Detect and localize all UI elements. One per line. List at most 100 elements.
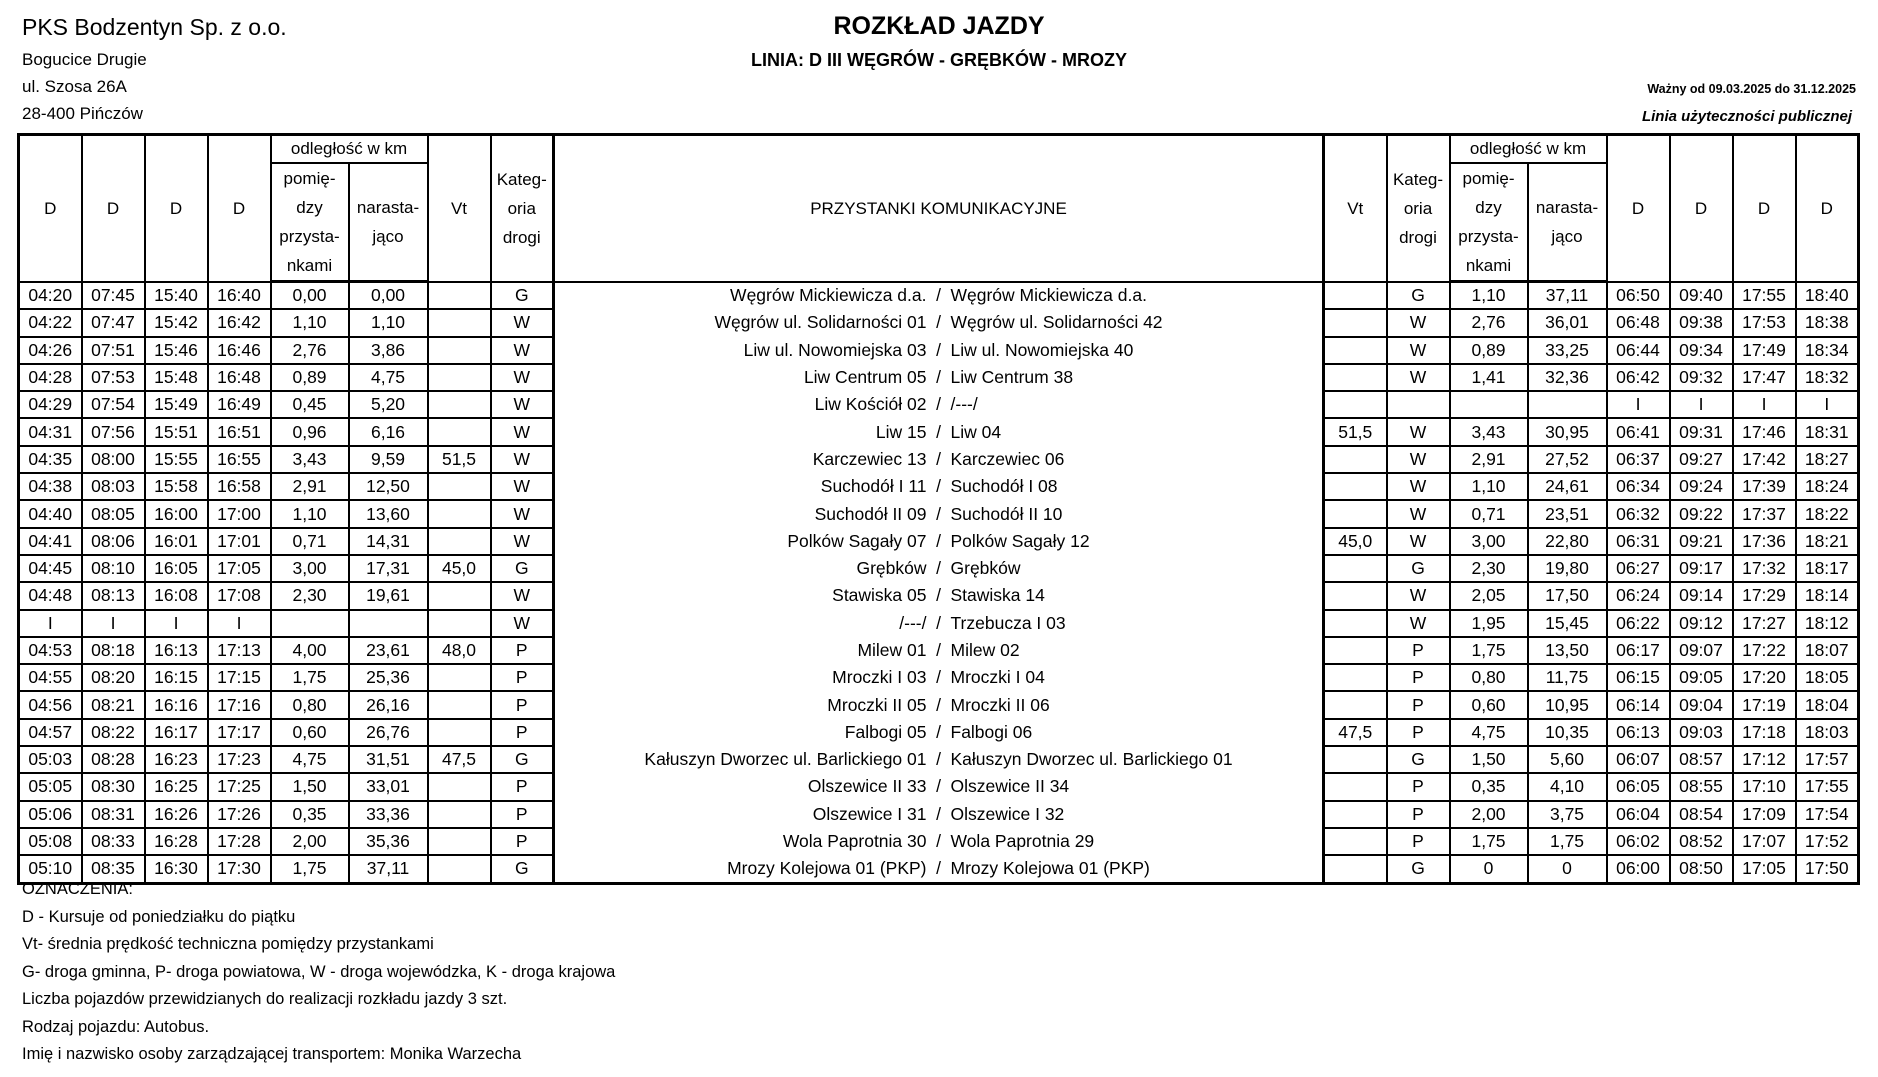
distance-cumulative: 26,16 xyxy=(347,690,429,720)
distance-cumulative: 12,50 xyxy=(347,472,429,502)
road-category: W xyxy=(489,308,555,338)
legend-heading: OZNACZENIA: xyxy=(22,880,133,898)
road-category: W xyxy=(489,472,555,502)
distance-between: 4,75 xyxy=(1448,717,1529,748)
avg-speed xyxy=(1322,826,1388,857)
departure-time: 04:40 xyxy=(17,499,83,529)
return-time: 09:27 xyxy=(1668,444,1734,475)
departure-time: 17:17 xyxy=(206,717,272,748)
distance-cumulative: 0,00 xyxy=(347,280,429,311)
avg-speed: 45,0 xyxy=(426,553,492,584)
departure-time: 04:57 xyxy=(17,717,83,748)
table-row: 04:45 08:10 16:05 17:05 3,00 17,31 45,0 G Grębkó… xyxy=(17,553,1860,584)
table-row: 04:57 08:22 16:17 17:17 0,60 26,76 P Falbogi 05… xyxy=(17,717,1860,748)
distance-cumulative: 33,25 xyxy=(1526,335,1608,365)
return-time: 18:07 xyxy=(1794,635,1860,666)
departure-time: 04:22 xyxy=(17,308,83,338)
road-category: W xyxy=(1385,417,1451,447)
stop-outbound: Mrozy Kolejowa 01 (PKP) xyxy=(727,857,927,878)
stop-name-cell: Suchodół II 09 / Suchodół II 10 xyxy=(552,500,1325,528)
distance-cumulative: 23,61 xyxy=(347,635,429,666)
stop-return: Polków Sagały 12 xyxy=(950,530,1090,551)
return-time: 06:31 xyxy=(1605,526,1671,556)
distance-cumulative: 10,35 xyxy=(1526,717,1608,748)
departure-time: 04:28 xyxy=(17,362,83,393)
stop-return: Liw 04 xyxy=(950,421,1002,442)
road-category: P xyxy=(489,635,555,666)
return-time: 17:50 xyxy=(1794,854,1860,885)
return-time: I xyxy=(1731,390,1797,420)
departure-time: 15:55 xyxy=(143,444,209,475)
return-time: 06:27 xyxy=(1605,553,1671,584)
return-time: 06:22 xyxy=(1605,608,1671,638)
return-time: 17:53 xyxy=(1731,308,1797,338)
avg-speed: 45,0 xyxy=(1322,526,1388,556)
return-time: 08:52 xyxy=(1668,826,1734,857)
stop-outbound: Milew 01 xyxy=(857,640,927,660)
return-time: 06:00 xyxy=(1605,854,1671,885)
stop-separator: / xyxy=(936,776,941,797)
avg-speed: 48,0 xyxy=(426,635,492,666)
road-category: W xyxy=(489,608,555,638)
distance-cumulative: 35,36 xyxy=(347,826,429,857)
avg-speed xyxy=(1322,390,1388,420)
road-category: G xyxy=(1385,553,1451,584)
return-time: 06:14 xyxy=(1605,690,1671,720)
distance-between: 1,50 xyxy=(1448,745,1529,775)
stop-name-cell: Stawiska 05 / Stawiska 14 xyxy=(552,582,1325,610)
departure-time: 16:51 xyxy=(206,417,272,447)
return-time: 09:34 xyxy=(1668,335,1734,365)
distance-between: 0,80 xyxy=(269,690,350,720)
return-time: 17:42 xyxy=(1731,444,1797,475)
stop-return: Mrozy Kolejowa 01 (PKP) xyxy=(950,857,1150,878)
departure-time: 16:17 xyxy=(143,717,209,748)
distance-between: 1,75 xyxy=(269,663,350,693)
departure-time: 08:05 xyxy=(80,499,146,529)
stop-separator: / xyxy=(936,667,941,688)
avg-speed xyxy=(426,826,492,857)
departure-time: 17:13 xyxy=(206,635,272,666)
departure-time: 15:40 xyxy=(143,280,209,311)
distance-between: 0,96 xyxy=(269,417,350,447)
address-line: Bogucice Drugie xyxy=(22,50,147,69)
road-category: P xyxy=(1385,772,1451,802)
col-distance-cumulative: narasta-jąco xyxy=(347,162,429,283)
distance-between: 2,00 xyxy=(269,826,350,857)
stop-return: Karczewiec 06 xyxy=(950,448,1065,469)
distance-cumulative: 5,60 xyxy=(1526,745,1608,775)
distance-between: 0,35 xyxy=(1448,772,1529,802)
distance-between: 0,60 xyxy=(1448,690,1529,720)
distance-cumulative: 31,51 xyxy=(347,745,429,775)
stop-return: Suchodół I 08 xyxy=(950,476,1058,497)
stop-name-cell: Kałuszyn Dworzec ul. Barlickiego 01 / Kału… xyxy=(552,746,1325,774)
table-row: 05:03 08:28 16:23 17:23 4,75 31,51 47,5 G Kałusz… xyxy=(17,745,1860,775)
distance-cumulative: 3,86 xyxy=(347,335,429,365)
distance-cumulative: 17,50 xyxy=(1526,581,1608,611)
col-vt: Vt xyxy=(1322,133,1388,283)
return-time: 18:24 xyxy=(1794,472,1860,502)
departure-time: 16:55 xyxy=(206,444,272,475)
return-time: 17:09 xyxy=(1731,799,1797,829)
departure-time: 05:03 xyxy=(17,745,83,775)
stop-separator: / xyxy=(936,585,941,606)
stop-outbound: Kałuszyn Dworzec ul. Barlickiego 01 xyxy=(644,749,927,770)
table-row: 05:10 08:35 16:30 17:30 1,75 37,11 G Mrozy Kole… xyxy=(17,854,1860,885)
stop-separator: / xyxy=(936,558,941,579)
distance-cumulative: 4,10 xyxy=(1526,772,1608,802)
distance-cumulative: 1,10 xyxy=(347,308,429,338)
departure-time: 08:18 xyxy=(80,635,146,666)
return-time: 17:55 xyxy=(1731,280,1797,311)
stop-separator: / xyxy=(936,448,941,469)
departure-time: 07:45 xyxy=(80,280,146,311)
table-row: 05:05 08:30 16:25 17:25 1,50 33,01 P Olszewice … xyxy=(17,772,1860,802)
distance-cumulative: 30,95 xyxy=(1526,417,1608,447)
avg-speed xyxy=(1322,335,1388,365)
address-line: 28-400 Pińczów xyxy=(22,104,143,123)
col-course: D xyxy=(80,133,146,283)
departure-time: 04:38 xyxy=(17,472,83,502)
departure-time: 16:25 xyxy=(143,772,209,802)
distance-cumulative: 17,31 xyxy=(347,553,429,584)
departure-time: 08:00 xyxy=(80,444,146,475)
avg-speed xyxy=(1322,799,1388,829)
table-row: 04:35 08:00 15:55 16:55 3,43 9,59 51,5 W Karczew… xyxy=(17,444,1860,475)
